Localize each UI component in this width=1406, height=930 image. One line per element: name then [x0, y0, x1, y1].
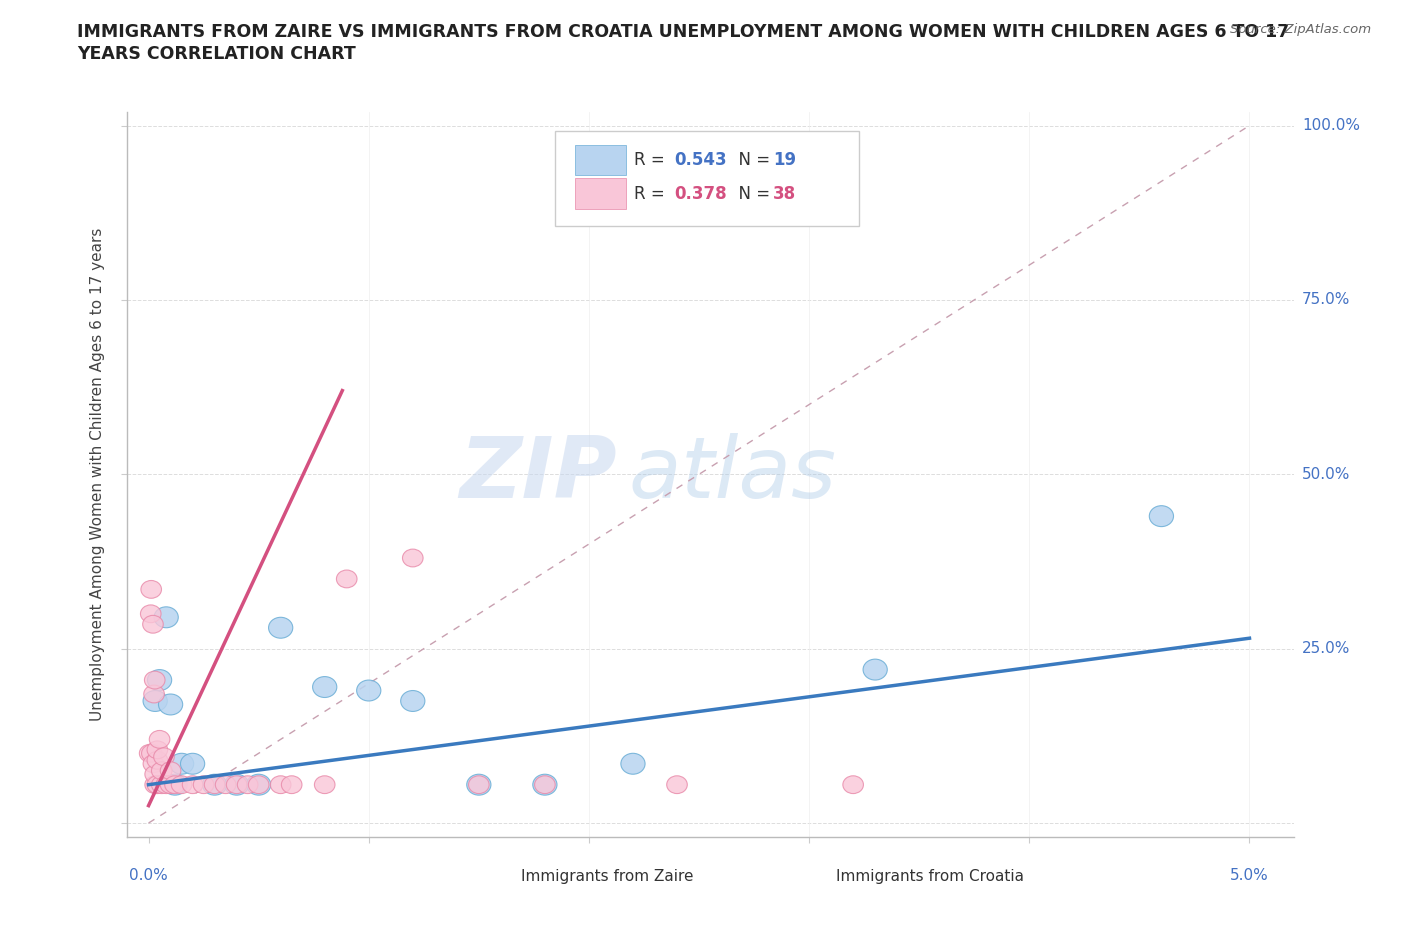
Ellipse shape [533, 774, 557, 795]
Ellipse shape [160, 762, 181, 779]
Ellipse shape [238, 776, 257, 793]
Text: 100.0%: 100.0% [1302, 118, 1360, 133]
Ellipse shape [357, 680, 381, 701]
Ellipse shape [226, 776, 247, 793]
Ellipse shape [143, 755, 163, 773]
Text: 50.0%: 50.0% [1302, 467, 1350, 482]
Ellipse shape [152, 776, 172, 793]
Text: 0.378: 0.378 [673, 184, 727, 203]
Ellipse shape [249, 776, 269, 793]
FancyBboxPatch shape [463, 867, 515, 891]
Ellipse shape [623, 152, 644, 169]
Ellipse shape [468, 776, 489, 793]
Ellipse shape [225, 774, 249, 795]
Ellipse shape [621, 753, 645, 774]
Ellipse shape [1149, 506, 1174, 526]
Ellipse shape [145, 671, 165, 689]
Text: R =: R = [634, 152, 671, 169]
Text: 25.0%: 25.0% [1302, 641, 1350, 657]
Ellipse shape [148, 751, 167, 769]
Ellipse shape [172, 776, 191, 793]
Ellipse shape [148, 776, 167, 793]
Text: 75.0%: 75.0% [1302, 292, 1350, 308]
Ellipse shape [312, 677, 337, 698]
Ellipse shape [141, 604, 162, 623]
Ellipse shape [193, 776, 214, 793]
Ellipse shape [202, 774, 226, 795]
Ellipse shape [204, 776, 225, 793]
Text: atlas: atlas [628, 432, 837, 516]
Ellipse shape [467, 774, 491, 795]
Text: ZIP: ZIP [458, 432, 617, 516]
Y-axis label: Unemployment Among Women with Children Ages 6 to 17 years: Unemployment Among Women with Children A… [90, 228, 105, 721]
Ellipse shape [141, 580, 162, 598]
Ellipse shape [160, 776, 181, 793]
Text: 38: 38 [773, 184, 796, 203]
Text: Immigrants from Zaire: Immigrants from Zaire [522, 870, 693, 884]
Ellipse shape [156, 776, 177, 793]
Text: N =: N = [727, 152, 775, 169]
Ellipse shape [139, 744, 160, 763]
Text: R =: R = [634, 184, 671, 203]
Ellipse shape [170, 753, 194, 774]
Text: IMMIGRANTS FROM ZAIRE VS IMMIGRANTS FROM CROATIA UNEMPLOYMENT AMONG WOMEN WITH C: IMMIGRANTS FROM ZAIRE VS IMMIGRANTS FROM… [77, 23, 1289, 41]
FancyBboxPatch shape [575, 145, 626, 176]
Ellipse shape [155, 607, 179, 628]
Text: Immigrants from Croatia: Immigrants from Croatia [837, 870, 1024, 884]
FancyBboxPatch shape [575, 179, 626, 209]
Ellipse shape [183, 776, 202, 793]
Ellipse shape [142, 616, 163, 633]
Ellipse shape [666, 776, 688, 793]
Text: 0.0%: 0.0% [129, 868, 167, 883]
Ellipse shape [180, 753, 205, 774]
Ellipse shape [336, 570, 357, 588]
Text: 0.543: 0.543 [673, 152, 727, 169]
Ellipse shape [148, 741, 167, 759]
Ellipse shape [148, 670, 172, 691]
FancyBboxPatch shape [778, 867, 830, 891]
Ellipse shape [215, 776, 236, 793]
Ellipse shape [281, 776, 302, 793]
Ellipse shape [863, 659, 887, 680]
Ellipse shape [711, 152, 731, 169]
Ellipse shape [534, 776, 555, 793]
Ellipse shape [149, 730, 170, 749]
Ellipse shape [163, 774, 187, 795]
Ellipse shape [821, 152, 841, 169]
Ellipse shape [143, 685, 165, 703]
Ellipse shape [842, 776, 863, 793]
FancyBboxPatch shape [555, 131, 859, 226]
Text: 19: 19 [773, 152, 796, 169]
Ellipse shape [269, 618, 292, 638]
Text: Source: ZipAtlas.com: Source: ZipAtlas.com [1230, 23, 1371, 36]
Ellipse shape [401, 690, 425, 711]
Ellipse shape [402, 549, 423, 567]
Ellipse shape [145, 776, 166, 793]
Text: N =: N = [727, 184, 775, 203]
Text: 5.0%: 5.0% [1230, 868, 1268, 883]
Ellipse shape [270, 776, 291, 793]
Ellipse shape [152, 762, 172, 779]
Ellipse shape [153, 748, 174, 765]
Ellipse shape [142, 744, 162, 763]
Text: YEARS CORRELATION CHART: YEARS CORRELATION CHART [77, 45, 356, 62]
Ellipse shape [143, 690, 167, 711]
Ellipse shape [159, 694, 183, 715]
Ellipse shape [165, 776, 186, 793]
Ellipse shape [246, 774, 271, 795]
Ellipse shape [145, 765, 166, 783]
Ellipse shape [315, 776, 335, 793]
